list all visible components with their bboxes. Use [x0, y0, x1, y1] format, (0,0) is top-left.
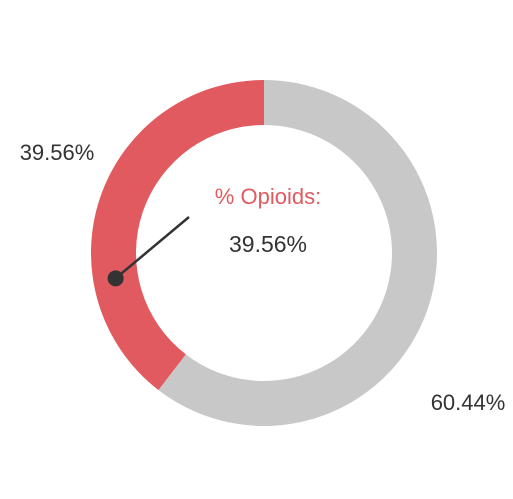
slice-opioids[interactable]: [90, 80, 265, 391]
slice-label-opioids: 39.56%: [20, 140, 95, 165]
slice-other[interactable]: [158, 80, 438, 427]
opioids-leader-dot: [107, 270, 124, 287]
center-title: % Opioids:: [215, 184, 321, 209]
donut-slices: [90, 80, 438, 427]
slice-label-other: 60.44%: [431, 390, 506, 415]
center-value: 39.56%: [229, 231, 307, 257]
opioids-leader-line: [114, 216, 190, 280]
